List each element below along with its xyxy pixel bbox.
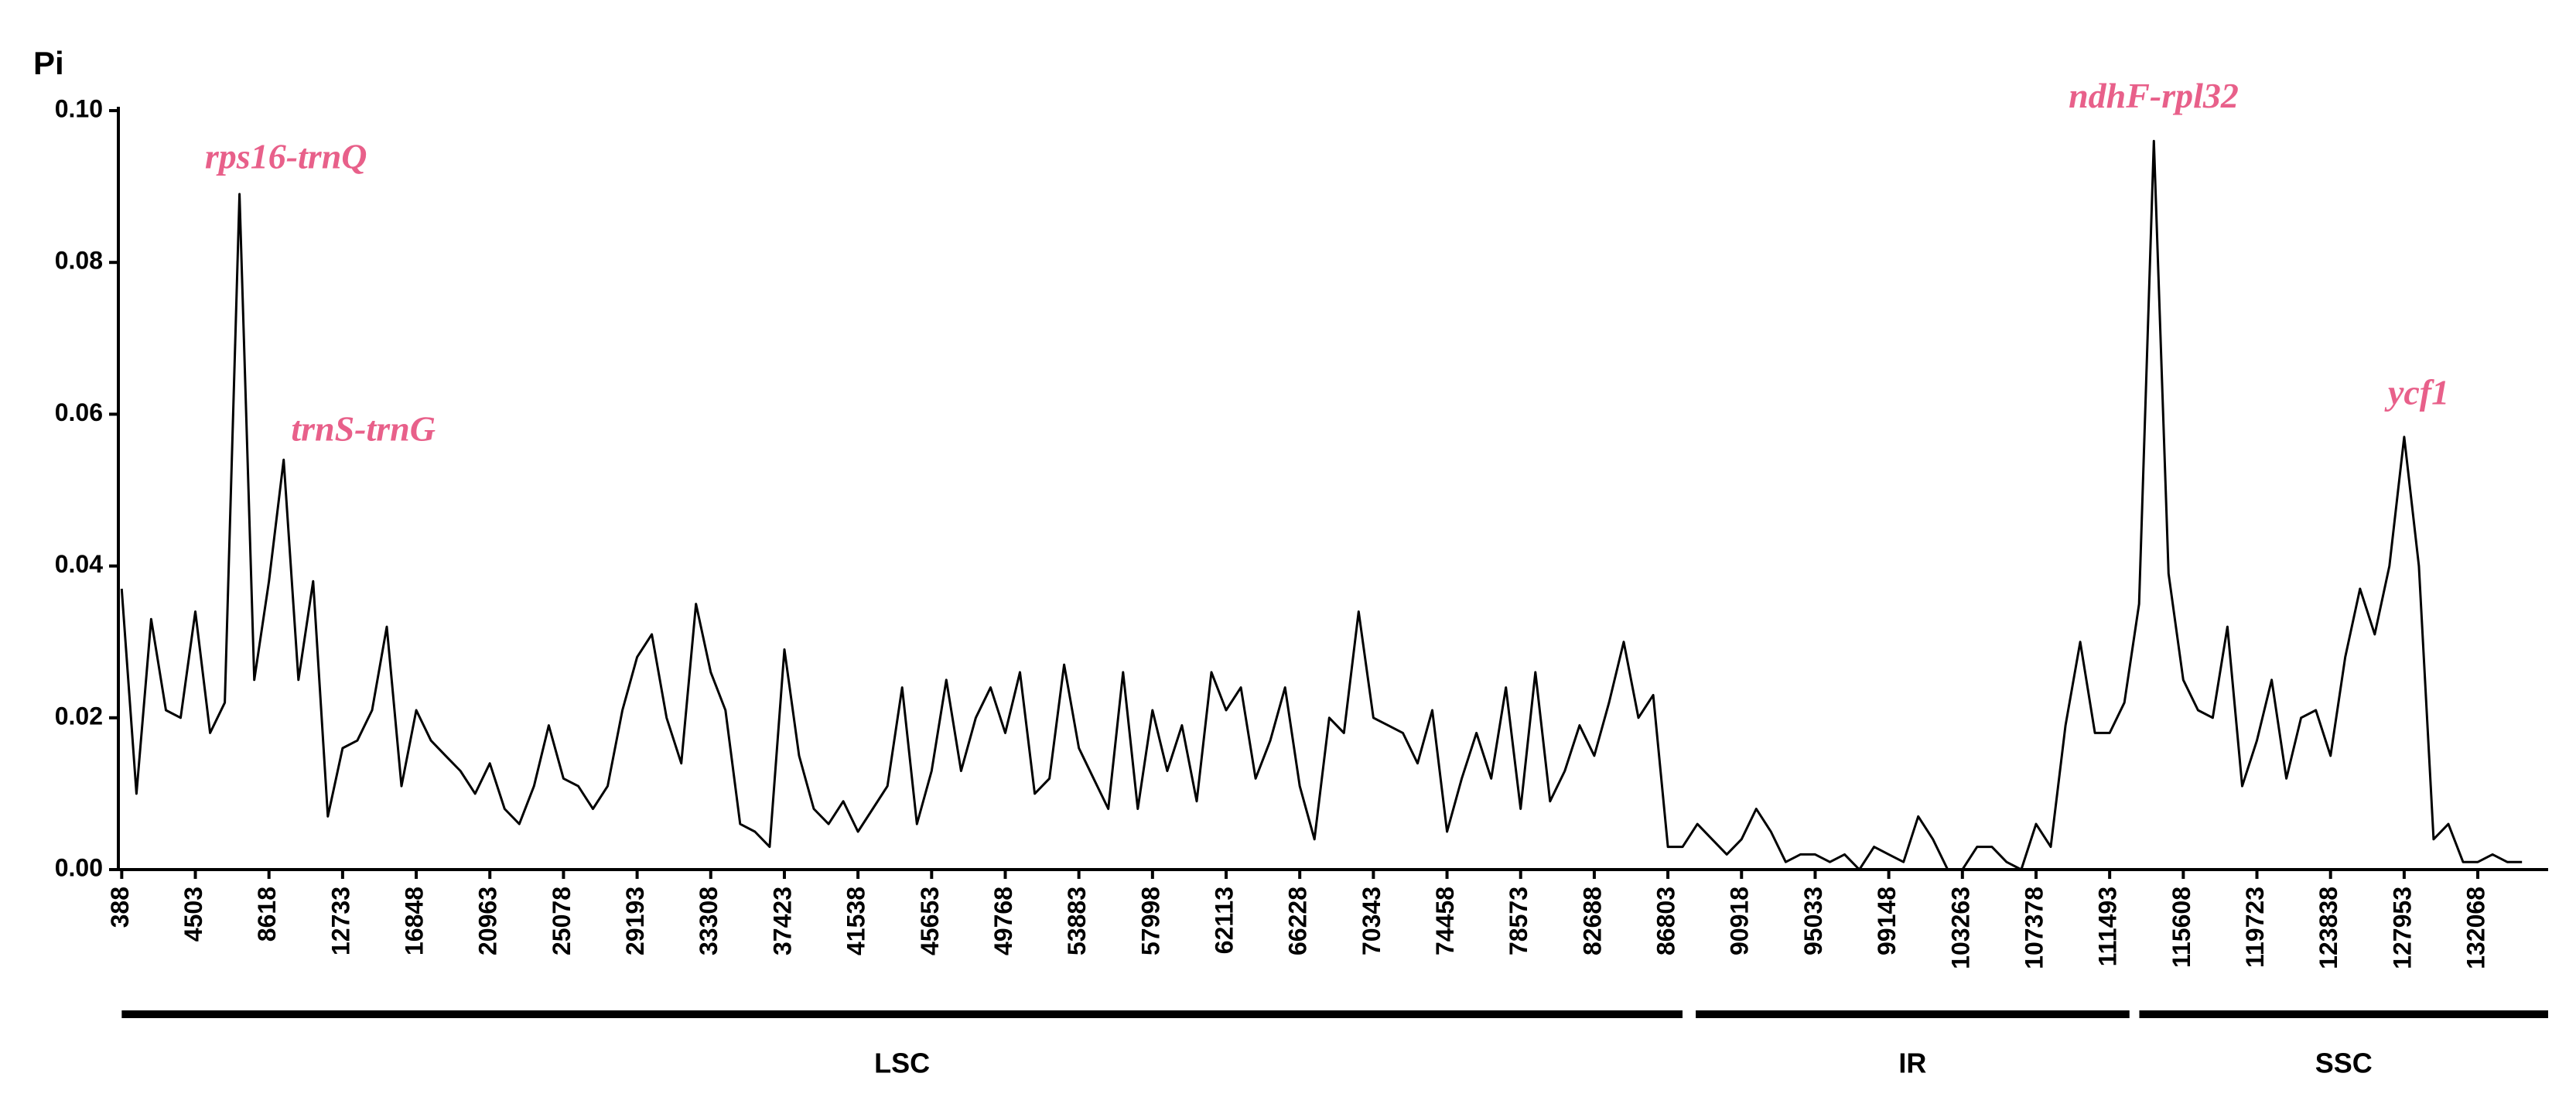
region-label: LSC [874,1048,930,1079]
x-tick-label: 74458 [1431,887,1459,955]
y-tick-label: 0.10 [55,94,103,122]
x-tick-label: 57998 [1136,887,1164,955]
x-tick-label: 86803 [1652,887,1680,955]
y-tick-label: 0.00 [55,853,103,881]
x-tick-label: 20963 [474,887,502,955]
x-tick-label: 16848 [401,887,429,955]
x-tick-label: 90918 [1726,887,1754,955]
x-tick-label: 25078 [548,887,576,955]
annotation: ndhF-rpl32 [2069,76,2239,115]
region-label: SSC [2315,1048,2373,1079]
y-tick-label: 0.08 [55,247,103,275]
x-tick-label: 107378 [2020,887,2048,969]
x-tick-label: 49768 [989,887,1017,955]
x-tick-label: 45653 [916,887,944,955]
x-tick-label: 95033 [1799,887,1827,955]
x-tick-label: 12733 [326,887,354,955]
x-tick-label: 62113 [1210,887,1238,954]
data-line [120,139,2523,871]
region-label: IR [1898,1048,1926,1079]
y-tick-label: 0.04 [55,550,103,578]
annotation: rps16-trnQ [205,136,367,176]
x-tick-label: 119723 [2241,887,2269,968]
annotation: ycf1 [2384,372,2449,412]
x-tick-label: 8618 [253,887,281,942]
x-tick-label: 53883 [1063,887,1091,955]
x-tick-label: 33308 [695,887,723,955]
y-axis-label: Pi [33,45,64,81]
x-tick-label: 66228 [1284,887,1312,955]
x-tick-label: 70343 [1358,887,1385,955]
x-tick-label: 123838 [2315,887,2342,969]
x-tick-label: 127953 [2388,887,2416,969]
x-tick-label: 29193 [621,887,649,955]
x-tick-label: 115608 [2168,887,2195,968]
x-tick-label: 78573 [1505,887,1532,955]
x-tick-label: 82688 [1578,887,1606,955]
x-tick-label: 41538 [842,887,870,955]
x-tick-label: 111493 [2094,887,2122,966]
x-tick-label: 388 [106,887,134,928]
x-tick-label: 4503 [179,887,207,942]
x-tick-label: 103263 [1946,887,1974,969]
x-tick-label: 37423 [768,887,796,955]
y-tick-label: 0.06 [55,398,103,426]
annotation: trnS-trnG [291,409,436,449]
x-tick-label: 132068 [2462,887,2490,969]
x-tick-label: 99148 [1873,887,1901,955]
y-tick-label: 0.02 [55,702,103,730]
